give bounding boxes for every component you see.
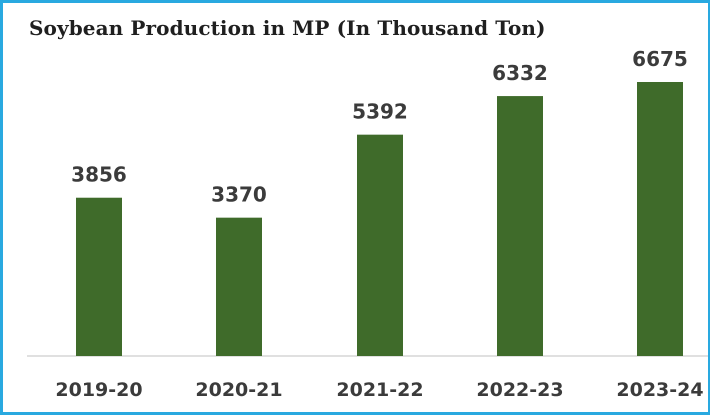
data-label-2023-24: 6675 bbox=[632, 47, 688, 71]
data-label-2020-21: 3370 bbox=[211, 183, 267, 207]
bar-2021-22 bbox=[357, 134, 403, 356]
data-label-2022-23: 6332 bbox=[492, 61, 548, 85]
x-tick-label-2019-20: 2019-20 bbox=[55, 379, 142, 401]
bar-2020-21 bbox=[216, 217, 262, 356]
chart-title: Soybean Production in MP (In Thousand To… bbox=[29, 16, 546, 40]
x-tick-label-2021-22: 2021-22 bbox=[336, 379, 423, 401]
bar-2023-24 bbox=[637, 82, 683, 356]
bar-2019-20 bbox=[76, 197, 122, 356]
x-tick-label-2023-24: 2023-24 bbox=[616, 379, 703, 401]
bar-2022-23 bbox=[497, 96, 543, 356]
bar-chart: 3856 2019-20 3370 2020-21 5392 2021-22 6332 202… bbox=[27, 47, 708, 401]
x-tick-label-2022-23: 2022-23 bbox=[476, 379, 563, 401]
x-tick-label-2020-21: 2020-21 bbox=[195, 379, 282, 401]
data-label-2019-20: 3856 bbox=[71, 163, 127, 187]
data-label-2021-22: 5392 bbox=[352, 100, 408, 124]
